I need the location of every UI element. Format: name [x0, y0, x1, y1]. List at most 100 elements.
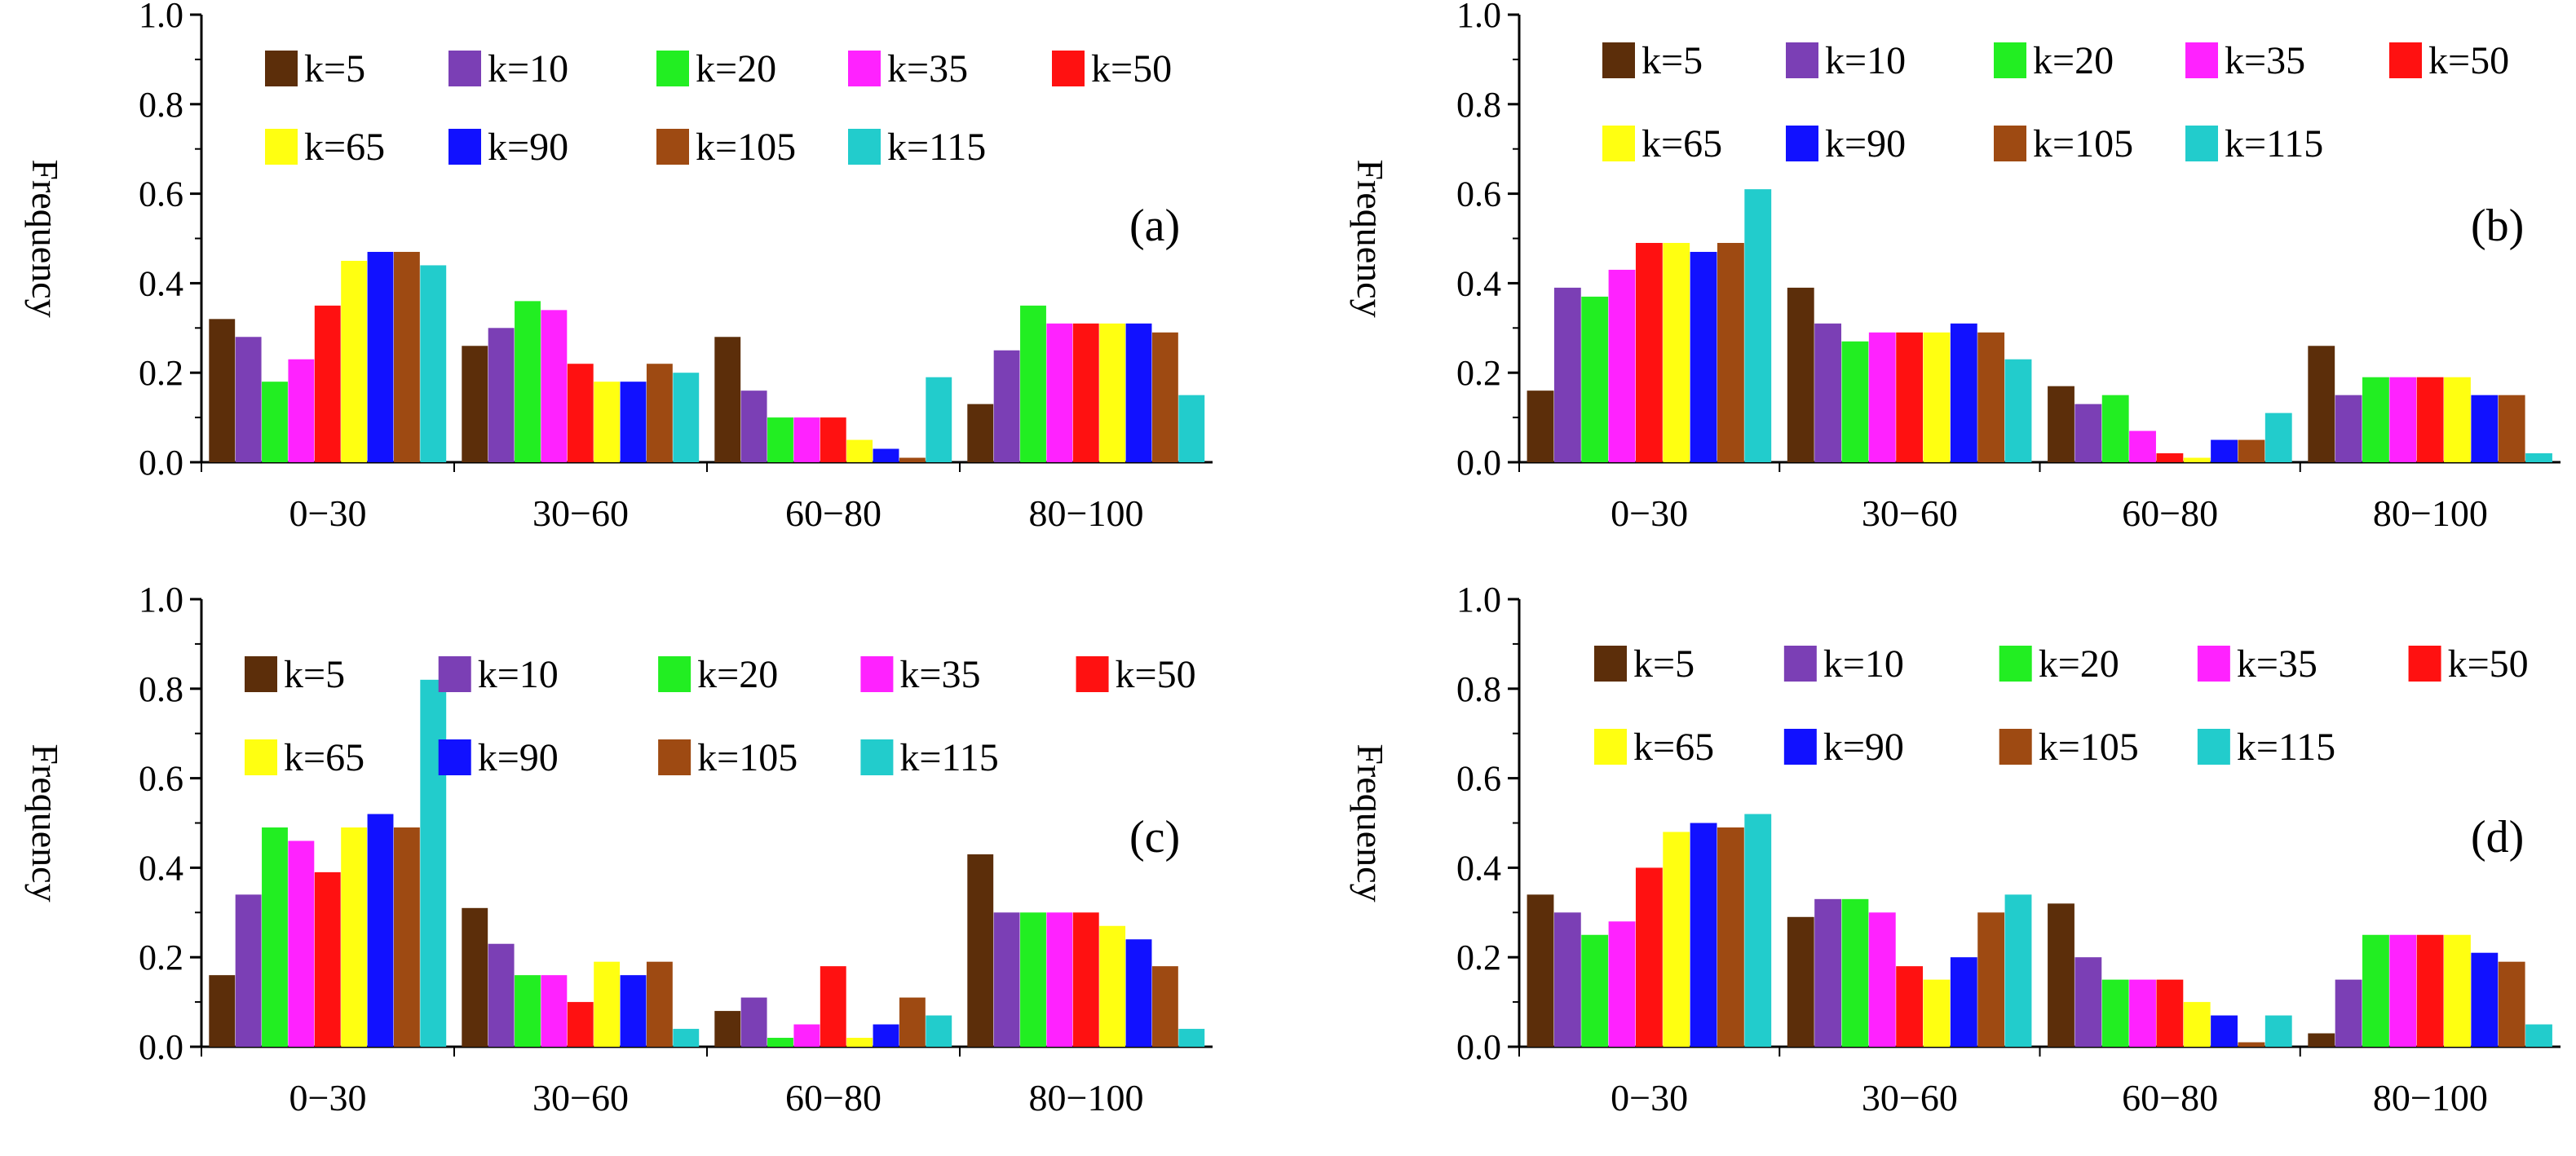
bar-k50-cat0 [314, 305, 341, 462]
legend-swatch-k65 [1602, 126, 1635, 161]
bar-k10-cat3 [2335, 979, 2362, 1047]
y-tick-label: 0.0 [139, 1027, 183, 1067]
y-tick-label: 0.6 [1456, 174, 1501, 214]
legend-swatch-k105 [658, 739, 691, 775]
bar-k35-cat3 [2389, 377, 2417, 462]
bar-k105-cat1 [646, 364, 673, 462]
legend-swatch-k5 [265, 51, 298, 86]
bar-k105-cat1 [1977, 912, 2005, 1047]
bar-k65-cat3 [1099, 925, 1126, 1047]
bar-k35-cat1 [1868, 332, 1896, 462]
x-tick-label: 80−100 [1029, 492, 1144, 534]
legend-label-k10: k=10 [488, 47, 568, 90]
bar-k65-cat0 [341, 827, 368, 1047]
legend-swatch-k105 [1994, 126, 2026, 161]
bar-k115-cat3 [2525, 453, 2552, 462]
y-tick-label: 1.0 [1456, 0, 1501, 35]
bar-k65-cat2 [846, 439, 873, 462]
bar-k35-cat0 [1608, 269, 1636, 462]
bar-k65-cat3 [2444, 934, 2471, 1047]
bar-k115-cat3 [2525, 1024, 2552, 1047]
legend-swatch-k50 [1076, 656, 1109, 692]
legend-swatch-k35 [2197, 646, 2230, 682]
bar-k105-cat0 [1717, 827, 1744, 1047]
x-tick-label: 80−100 [2373, 492, 2488, 534]
bar-k105-cat0 [1717, 242, 1744, 462]
bar-k20-cat1 [1841, 898, 1869, 1047]
bar-k20-cat1 [515, 301, 541, 462]
bar-k35-cat0 [1608, 921, 1636, 1047]
bar-k35-cat0 [288, 841, 315, 1047]
bar-k90-cat2 [873, 1024, 899, 1047]
bar-k20-cat3 [2362, 377, 2389, 462]
bar-k115-cat0 [420, 679, 447, 1047]
legend-label-k115: k=115 [899, 736, 998, 779]
legend-label-k50: k=50 [1116, 653, 1196, 696]
bar-k10-cat2 [2074, 957, 2102, 1047]
legend-label-k115: k=115 [2225, 122, 2323, 165]
bar-k5-cat1 [462, 907, 488, 1047]
bar-k90-cat1 [1950, 323, 1977, 462]
legend-swatch-k10 [1783, 646, 1817, 682]
legend-label-k35: k=35 [887, 47, 968, 90]
legend-swatch-k20 [1999, 646, 2032, 682]
x-tick-label: 30−60 [1862, 492, 1958, 534]
bar-k65-cat2 [2183, 1002, 2211, 1047]
bar-k90-cat2 [873, 448, 899, 462]
legend-label-k90: k=90 [478, 736, 559, 779]
bar-k115-cat0 [420, 265, 447, 462]
bar-k10-cat2 [740, 997, 767, 1047]
bar-k50-cat0 [1635, 242, 1663, 462]
bar-k20-cat0 [262, 382, 288, 462]
legend-label-k20: k=20 [696, 47, 776, 90]
y-axis-label: Frequency [24, 159, 66, 317]
x-tick-label: 30−60 [532, 492, 629, 534]
bar-k115-cat3 [1178, 395, 1205, 462]
bar-k65-cat2 [846, 1038, 873, 1047]
legend-label-k20: k=20 [2039, 642, 2119, 686]
legend-swatch-k5 [1594, 646, 1627, 682]
bar-k10-cat2 [2074, 404, 2102, 462]
bar-k65-cat2 [2183, 457, 2211, 462]
legend-label-k65: k=65 [284, 736, 365, 779]
legend-swatch-k35 [848, 51, 881, 86]
legend-label-k65: k=65 [1633, 726, 1714, 769]
legend-swatch-k50 [2389, 42, 2422, 78]
y-axis-label: Frequency [1350, 159, 1391, 317]
legend-swatch-k50 [1052, 51, 1085, 86]
bar-k50-cat2 [820, 966, 846, 1047]
legend-swatch-k10 [1786, 42, 1818, 78]
bar-k90-cat0 [1690, 251, 1717, 462]
bar-k50-cat3 [1072, 323, 1099, 462]
x-tick-label: 80−100 [2373, 1077, 2488, 1118]
bar-k35-cat2 [793, 417, 820, 462]
bar-k5-cat3 [967, 854, 994, 1047]
bar-k65-cat3 [1099, 323, 1126, 462]
bar-k50-cat1 [567, 1002, 594, 1047]
bar-k10-cat0 [235, 337, 262, 462]
legend-label-k105: k=105 [2033, 122, 2133, 165]
bar-k90-cat0 [367, 251, 394, 462]
bar-k10-cat0 [1553, 287, 1581, 462]
legend-label-k105: k=105 [696, 126, 796, 169]
y-tick-label: 1.0 [1456, 580, 1501, 620]
bar-k105-cat0 [393, 827, 420, 1047]
y-tick-label: 0.2 [139, 353, 183, 393]
bar-k50-cat1 [567, 364, 594, 462]
bar-k20-cat1 [1841, 341, 1869, 462]
bar-k90-cat3 [1125, 939, 1152, 1047]
legend-swatch-k20 [658, 656, 691, 692]
bar-k115-cat2 [2264, 1015, 2292, 1047]
legend-label-k10: k=10 [1825, 39, 1906, 82]
bar-k115-cat0 [1744, 814, 1772, 1047]
bar-k90-cat1 [1950, 957, 1977, 1047]
legend-swatch-k65 [245, 739, 277, 775]
bar-k20-cat0 [1581, 296, 1609, 462]
bar-k20-cat2 [2101, 395, 2129, 462]
legend-label-k35: k=35 [2225, 39, 2305, 82]
legend-label-k5: k=5 [1633, 642, 1695, 686]
bar-k50-cat3 [1072, 912, 1099, 1047]
y-tick-label: 0.2 [1456, 353, 1501, 393]
bar-k20-cat2 [2101, 979, 2129, 1047]
